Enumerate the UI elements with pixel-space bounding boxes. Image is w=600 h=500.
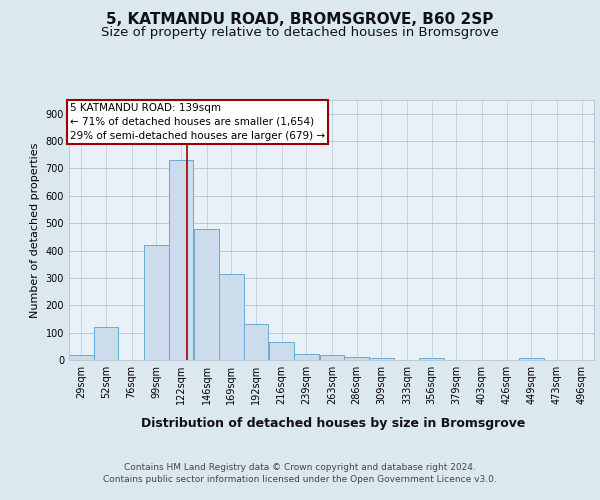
Bar <box>144 244 169 360</box>
Bar <box>169 160 193 360</box>
Bar <box>219 274 244 360</box>
Bar <box>419 358 444 360</box>
Text: Contains HM Land Registry data © Crown copyright and database right 2024.: Contains HM Land Registry data © Crown c… <box>124 462 476 471</box>
Y-axis label: Number of detached properties: Number of detached properties <box>30 142 40 318</box>
Bar <box>194 228 219 360</box>
Text: Distribution of detached houses by size in Bromsgrove: Distribution of detached houses by size … <box>141 418 525 430</box>
Text: Contains public sector information licensed under the Open Government Licence v3: Contains public sector information licen… <box>103 475 497 484</box>
Text: Size of property relative to detached houses in Bromsgrove: Size of property relative to detached ho… <box>101 26 499 39</box>
Bar <box>294 354 319 360</box>
Bar <box>269 342 294 360</box>
Text: 5 KATMANDU ROAD: 139sqm
← 71% of detached houses are smaller (1,654)
29% of semi: 5 KATMANDU ROAD: 139sqm ← 71% of detache… <box>70 103 325 141</box>
Bar <box>344 358 369 360</box>
Bar <box>320 354 344 360</box>
Bar <box>369 358 394 360</box>
Bar <box>519 358 544 360</box>
Text: 5, KATMANDU ROAD, BROMSGROVE, B60 2SP: 5, KATMANDU ROAD, BROMSGROVE, B60 2SP <box>106 12 494 28</box>
Bar <box>244 324 268 360</box>
Bar <box>94 326 118 360</box>
Bar <box>69 354 94 360</box>
